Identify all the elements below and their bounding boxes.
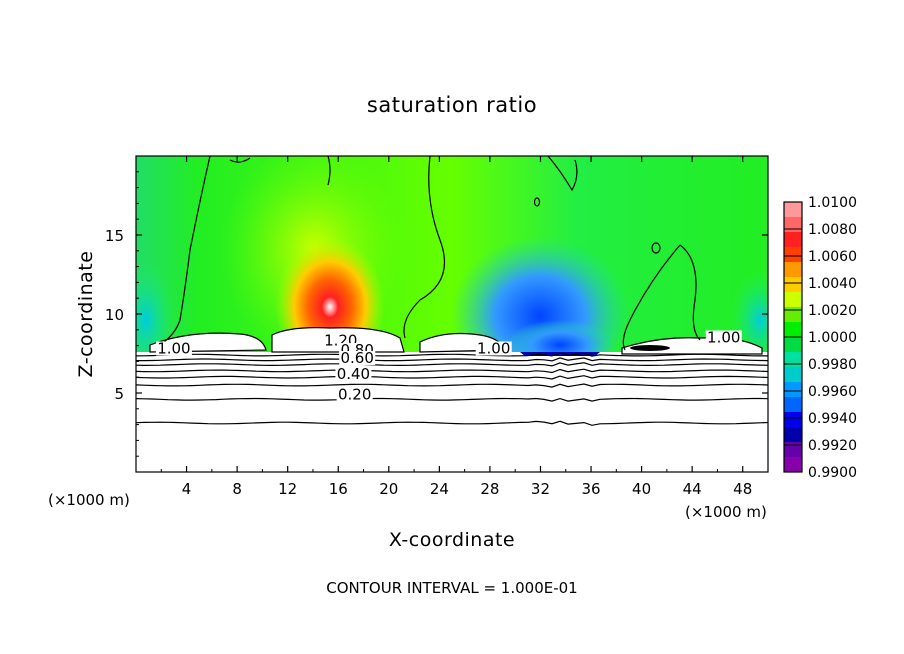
colorbar-swatch (784, 397, 802, 413)
contour-label-bg (339, 350, 376, 365)
x-tick-label: 12 (278, 480, 297, 498)
colorbar-label: 1.0040 (808, 276, 857, 292)
x-tick-label: 4 (182, 480, 192, 498)
colorbar-swatch (784, 352, 802, 368)
y-tick-label: 15 (105, 227, 124, 245)
colorbar-swatch (784, 457, 802, 473)
x-tick-label: 28 (480, 480, 499, 498)
x-tick-label: 32 (531, 480, 550, 498)
x-tick-label: 48 (733, 480, 752, 498)
colorbar-label: 0.9980 (808, 357, 857, 373)
chart-title: saturation ratio (367, 93, 537, 117)
colorbar-swatch (784, 202, 802, 218)
colorbar-swatch (784, 232, 802, 248)
colorbar-swatch (784, 277, 802, 293)
x-tick-label: 8 (232, 480, 242, 498)
contour-label-bg (336, 387, 373, 402)
contour-label: 0.20 (338, 385, 371, 403)
colorbar-label: 1.0080 (808, 222, 857, 238)
contour-line (135, 368, 769, 374)
y-tick-label: 10 (105, 306, 124, 324)
colorbar-label: 0.9920 (808, 438, 857, 454)
colorbar-label: 1.0060 (808, 249, 857, 265)
colorbar-swatch (784, 322, 802, 338)
field-layer (136, 156, 768, 472)
x-tick-label: 16 (329, 480, 348, 498)
contour-label: 0.60 (340, 349, 373, 367)
colorbar: 1.0100 1.0080 1.0060 1.0040 1.0020 1.0000 0.99… (783, 195, 857, 481)
contour-label: 1.00 (477, 340, 510, 358)
contour-label: 1.00 (707, 328, 740, 346)
contour-lines (135, 352, 769, 426)
colorbar-swatch (784, 442, 802, 458)
contour-label: 0.40 (337, 365, 370, 383)
colorbar-label: 1.0000 (808, 330, 857, 346)
x-tick-label: 20 (379, 480, 398, 498)
colorbar-swatch (784, 337, 802, 353)
colorbar-label: 1.0020 (808, 303, 857, 319)
contour-labels: 1.200.800.600.400.201.00 1.001.00 (155, 328, 742, 403)
contour-label-bg (335, 366, 372, 381)
contour-line (135, 420, 769, 426)
colorbar-swatch (784, 427, 802, 443)
x-tick-label: 36 (581, 480, 600, 498)
colorbar-swatch (784, 412, 802, 428)
colorbar-swatch (784, 217, 802, 233)
x-axis: 4 8 12 16 20 24 28 32 36 40 44 48 (160, 156, 752, 498)
colorbar-swatch (784, 292, 802, 308)
colorbar-swatch (784, 247, 802, 263)
x-axis-label: X-coordinate (389, 529, 515, 551)
colorbar-swatch (784, 262, 802, 278)
x-unit-right: (×1000 m) (685, 503, 767, 521)
y-axis: 5 10 15 (105, 171, 768, 457)
colorbar-swatch (784, 367, 802, 383)
x-tick-label: 24 (430, 480, 449, 498)
contour-label: 1.00 (157, 340, 190, 358)
x-tick-label: 40 (632, 480, 651, 498)
contour-label-bg (155, 341, 192, 356)
contour-interval-footer: CONTOUR INTERVAL = 1.000E-01 (326, 579, 577, 597)
contour-line (136, 357, 769, 362)
colorbar-label: 0.9900 (808, 465, 857, 481)
contour-label-bg (705, 330, 742, 345)
colorbar-swatch (784, 382, 802, 398)
colorbar-label: 0.9960 (808, 384, 857, 400)
colorbar-label: 0.9940 (808, 411, 857, 427)
x-tick-label: 44 (683, 480, 702, 498)
y-axis-label: Z-coordinate (75, 251, 97, 378)
contour-label-bg (475, 341, 512, 356)
contour-line (135, 362, 769, 367)
contour-line (135, 375, 769, 380)
contour-line (135, 383, 769, 388)
contour-line (135, 352, 768, 357)
x-unit-left: (×1000 m) (48, 491, 130, 509)
contour-line (135, 397, 769, 402)
colorbar-swatch (784, 307, 802, 323)
y-tick-label: 5 (114, 385, 124, 403)
colorbar-label: 1.0100 (808, 195, 857, 211)
